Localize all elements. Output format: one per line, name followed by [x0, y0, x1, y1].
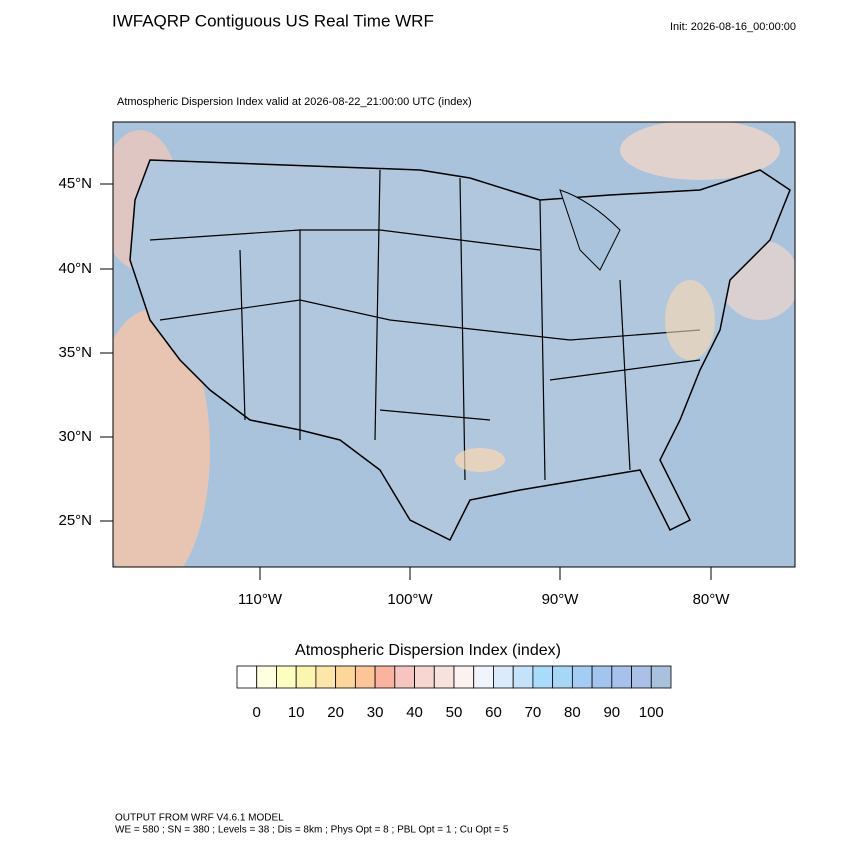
colorbar-label: 50: [446, 704, 463, 721]
shade: [620, 122, 780, 180]
shade: [113, 310, 210, 567]
shade: [665, 280, 715, 360]
map-subtitle: Atmospheric Dispersion Index valid at 20…: [117, 96, 472, 108]
colorbar-box: [591, 665, 613, 689]
footer-line: OUTPUT FROM WRF V4.6.1 MODEL: [115, 813, 284, 824]
colorbar-label: 10: [288, 704, 305, 721]
colorbar-label: 60: [485, 704, 502, 721]
colorbar-box: [374, 665, 396, 689]
lon-label: 110°W: [238, 591, 283, 608]
colorbar-label: 70: [525, 704, 542, 721]
footer-line: WE = 580 ; SN = 380 ; Levels = 38 ; Dis …: [115, 825, 509, 836]
colorbar-box: [433, 665, 455, 689]
title: IWFAQRP Contiguous US Real Time WRF: [112, 11, 434, 30]
lon-label: 90°W: [542, 591, 580, 608]
colorbar-box: [236, 665, 258, 689]
colorbar-label: 20: [327, 704, 344, 721]
colorbar-box: [473, 665, 494, 689]
colorbar-box: [532, 665, 554, 689]
lat-label: 45°N: [58, 175, 92, 192]
colorbar-box: [650, 665, 672, 689]
colorbar-label: 90: [603, 704, 620, 721]
lon-label: 80°W: [693, 591, 731, 608]
colorbar-box: [571, 665, 593, 689]
great-lakes: [559, 189, 621, 271]
colorbar-box: [394, 665, 415, 689]
colorbar-box: [256, 665, 277, 689]
map-frame: [112, 121, 796, 568]
colorbar-box: [295, 665, 317, 689]
colorbar-label: 40: [406, 704, 423, 721]
lat-label: 30°N: [58, 428, 92, 445]
colorbar-title: Atmospheric Dispersion Index (index): [295, 642, 561, 659]
init-time: Init: 2026-08-16_00:00:00: [670, 21, 796, 33]
lon-label: 100°W: [387, 591, 433, 608]
colorbar-label: 80: [564, 704, 581, 721]
colorbar-box: [315, 665, 337, 689]
colorbar-box: [453, 665, 475, 689]
colorbar-box: [512, 665, 534, 689]
colorbar-box: [414, 665, 435, 689]
lat-label: 40°N: [58, 260, 92, 277]
colorbar-box: [276, 665, 297, 689]
shade: [455, 448, 505, 472]
lat-label: 25°N: [58, 512, 92, 529]
us-land: [129, 159, 791, 542]
lat-label: 35°N: [58, 344, 92, 361]
colorbar-label: 100: [639, 704, 664, 721]
colorbar-label: 0: [253, 704, 261, 721]
colorbar-box: [611, 665, 632, 689]
colorbar-label: 30: [367, 704, 384, 721]
colorbar-box: [631, 665, 652, 689]
map: [112, 121, 796, 568]
state-borders: [149, 169, 701, 481]
colorbar-box: [493, 665, 514, 689]
colorbar-box: [552, 665, 573, 689]
colorbar-box: [335, 665, 356, 689]
colorbar-box: [354, 665, 376, 689]
